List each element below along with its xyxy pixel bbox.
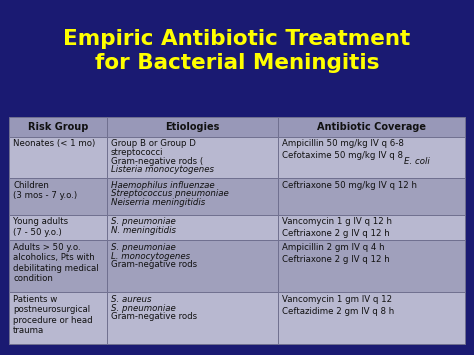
Bar: [278, 137, 465, 178]
Text: Ceftriaxone 50 mg/kg IV q 12 h: Ceftriaxone 50 mg/kg IV q 12 h: [282, 181, 417, 190]
Text: Antibiotic Coverage: Antibiotic Coverage: [317, 122, 426, 132]
Text: streptococci: streptococci: [111, 148, 164, 157]
Text: Ampicillin 2 gm IV q 4 h
Ceftriaxone 2 g IV q 12 h: Ampicillin 2 gm IV q 4 h Ceftriaxone 2 g…: [282, 243, 389, 264]
Bar: [107, 215, 278, 240]
Text: Gram-negative rods: Gram-negative rods: [111, 312, 197, 321]
Bar: [9, 292, 107, 344]
Bar: [278, 178, 465, 215]
Text: Etiologies: Etiologies: [165, 122, 220, 132]
Text: S. pneumoniae: S. pneumoniae: [111, 304, 176, 313]
Text: Young adults
(7 - 50 y.o.): Young adults (7 - 50 y.o.): [13, 217, 68, 237]
Text: L. monocytogenes: L. monocytogenes: [111, 252, 190, 261]
Text: Vancomycin 1 gm IV q 12
Ceftazidime 2 gm IV q 8 h: Vancomycin 1 gm IV q 12 Ceftazidime 2 gm…: [282, 295, 394, 316]
Text: Gram-negative rods (: Gram-negative rods (: [111, 157, 203, 165]
Bar: [9, 215, 107, 240]
Bar: [9, 240, 107, 292]
Bar: [107, 178, 278, 215]
Text: S. pneumoniae: S. pneumoniae: [111, 243, 176, 252]
Text: Gram-negative rods: Gram-negative rods: [111, 260, 197, 269]
Text: Children
(3 mos - 7 y.o.): Children (3 mos - 7 y.o.): [13, 181, 77, 200]
Bar: [107, 137, 278, 178]
Text: S. pneumoniae: S. pneumoniae: [111, 217, 176, 226]
Text: Haemophilus influenzae: Haemophilus influenzae: [111, 181, 215, 190]
Bar: [9, 178, 107, 215]
Bar: [278, 292, 465, 344]
Bar: [9, 137, 107, 178]
Bar: [278, 215, 465, 240]
Text: Neonates (< 1 mo): Neonates (< 1 mo): [13, 139, 95, 148]
Bar: [278, 240, 465, 292]
Text: N. meningitidis: N. meningitidis: [111, 226, 176, 235]
Text: Adults > 50 y.o.
alcoholics, Pts with
debilitating medical
condition: Adults > 50 y.o. alcoholics, Pts with de…: [13, 243, 99, 283]
Bar: [9, 117, 107, 137]
Text: Listeria monocytogenes: Listeria monocytogenes: [111, 165, 214, 174]
Text: Streptococcus pneumoniae: Streptococcus pneumoniae: [111, 189, 228, 198]
Text: Empiric Antibiotic Treatment
for Bacterial Meningitis: Empiric Antibiotic Treatment for Bacteri…: [64, 29, 410, 73]
Text: Neiserria meningitidis: Neiserria meningitidis: [111, 198, 205, 207]
Text: E. coli: E. coli: [404, 157, 430, 165]
Text: Risk Group: Risk Group: [28, 122, 89, 132]
Text: Patients w
postneurosurgical
procedure or head
trauma: Patients w postneurosurgical procedure o…: [13, 295, 93, 335]
Bar: [107, 240, 278, 292]
Text: S. aureus: S. aureus: [111, 295, 152, 304]
Bar: [107, 292, 278, 344]
Text: Ampicillin 50 mg/kg IV q 6-8
Cefotaxime 50 mg/kg IV q 8: Ampicillin 50 mg/kg IV q 6-8 Cefotaxime …: [282, 139, 403, 160]
Text: Vancomycin 1 g IV q 12 h
Ceftriaxone 2 g IV q 12 h: Vancomycin 1 g IV q 12 h Ceftriaxone 2 g…: [282, 217, 392, 238]
Bar: [107, 117, 278, 137]
Text: Group B or Group D: Group B or Group D: [111, 139, 196, 148]
Bar: [278, 117, 465, 137]
